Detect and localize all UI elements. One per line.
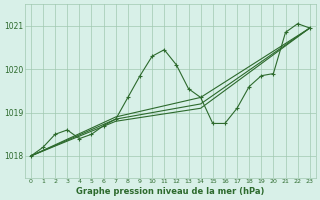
X-axis label: Graphe pression niveau de la mer (hPa): Graphe pression niveau de la mer (hPa) (76, 187, 265, 196)
